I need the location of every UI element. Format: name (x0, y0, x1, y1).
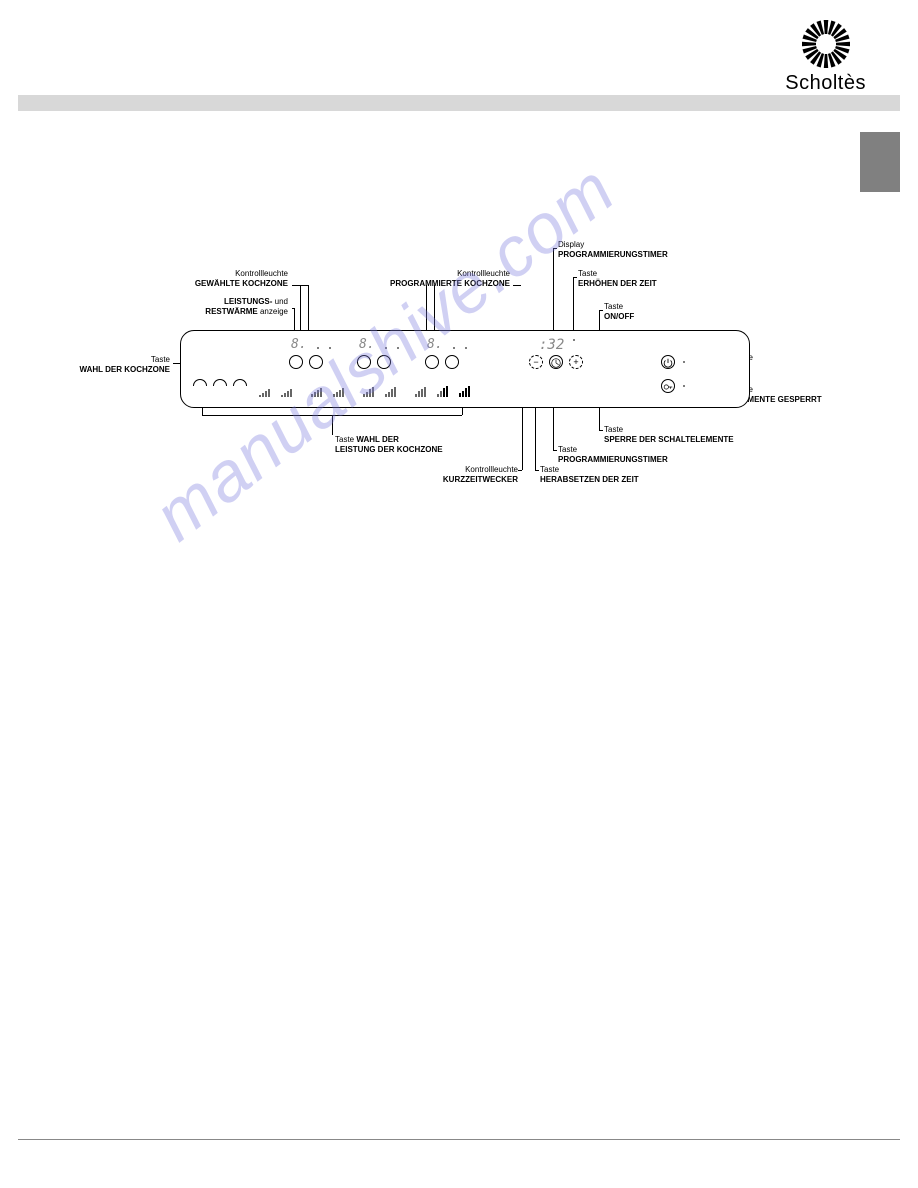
power-level-icon (333, 379, 347, 389)
sunburst-icon (800, 18, 852, 70)
leader-line (513, 285, 521, 286)
indicator-dot (397, 347, 399, 349)
side-tab (860, 132, 900, 192)
leader-line (599, 430, 603, 431)
digit-display: 8. (359, 337, 375, 352)
indicator-dot (683, 385, 685, 387)
label-power-residual: LEISTUNGS- und RESTWÄRME anzeige (138, 297, 288, 316)
leader-line (292, 285, 308, 286)
label-timer-display: Display PROGRAMMIERUNGSTIMER (558, 240, 668, 259)
plus-button: + (569, 355, 583, 369)
footer-rule (18, 1139, 900, 1140)
leader-line (553, 248, 557, 249)
label-decrease-time: Taste HERABSETZEN DER ZEIT (540, 465, 639, 484)
leader-line (518, 470, 522, 471)
label-shorttimer-led: Kontrollleuchte KURZZEITWECKER (370, 465, 518, 484)
zone-button (377, 355, 391, 369)
zone-button (425, 355, 439, 369)
power-level-icon (459, 379, 473, 389)
indicator-dot (465, 347, 467, 349)
zone-selector (193, 379, 207, 386)
power-level-icon (415, 379, 429, 389)
indicator-dot (683, 361, 685, 363)
power-level-icon (311, 379, 325, 389)
header-bar (18, 95, 900, 111)
indicator-dot (573, 339, 575, 341)
leader-line (553, 450, 557, 451)
clock-icon (549, 355, 563, 369)
leader-line (292, 308, 294, 309)
label-programmed-zone-led: Kontrollleuchte PROGRAMMIERTE KOCHZONE (370, 269, 510, 288)
leader-line (599, 310, 603, 311)
timer-display: :32 (539, 337, 564, 353)
digit-display: 8. (291, 337, 307, 352)
indicator-dot (329, 347, 331, 349)
zone-button (289, 355, 303, 369)
leader-line (535, 470, 539, 471)
label-onoff-button: Taste ON/OFF (604, 302, 634, 321)
power-level-icon (259, 379, 273, 389)
zone-selector (213, 379, 227, 386)
label-timer-button: Taste PROGRAMMIERUNGSTIMER (558, 445, 668, 464)
indicator-dot (453, 347, 455, 349)
power-icon (661, 355, 675, 369)
label-selected-zone-led: Kontrollleuchte GEWÄHLTE KOCHZONE (138, 269, 288, 288)
zone-selector (233, 379, 247, 386)
label-power-select: Taste WAHL DER LEISTUNG DER KOCHZONE (335, 435, 443, 454)
zone-button (357, 355, 371, 369)
control-panel-diagram: Kontrollleuchte GEWÄHLTE KOCHZONE LEISTU… (80, 240, 840, 500)
power-level-icon (385, 379, 399, 389)
control-panel-outline: 8. 8. 8. :32 − + (180, 330, 750, 408)
key-icon (661, 379, 675, 393)
minus-button: − (529, 355, 543, 369)
leader-line (573, 277, 577, 278)
digit-display: 8. (427, 337, 443, 352)
power-level-icon (281, 379, 295, 389)
leader-line (332, 415, 333, 435)
leader-line (553, 248, 554, 338)
zone-button (309, 355, 323, 369)
label-increase-time: Taste ERHÖHEN DER ZEIT (578, 269, 657, 288)
power-level-icon (437, 379, 451, 389)
indicator-dot (317, 347, 319, 349)
label-lock-button: Taste SPERRE DER SCHALTELEMENTE (604, 425, 734, 444)
indicator-dot (385, 347, 387, 349)
brand-name: Scholtès (785, 72, 866, 95)
label-zone-select: Taste WAHL DER KOCHZONE (40, 355, 170, 374)
brand-logo: Scholtès (785, 18, 866, 95)
power-level-icon (363, 379, 377, 389)
zone-button (445, 355, 459, 369)
